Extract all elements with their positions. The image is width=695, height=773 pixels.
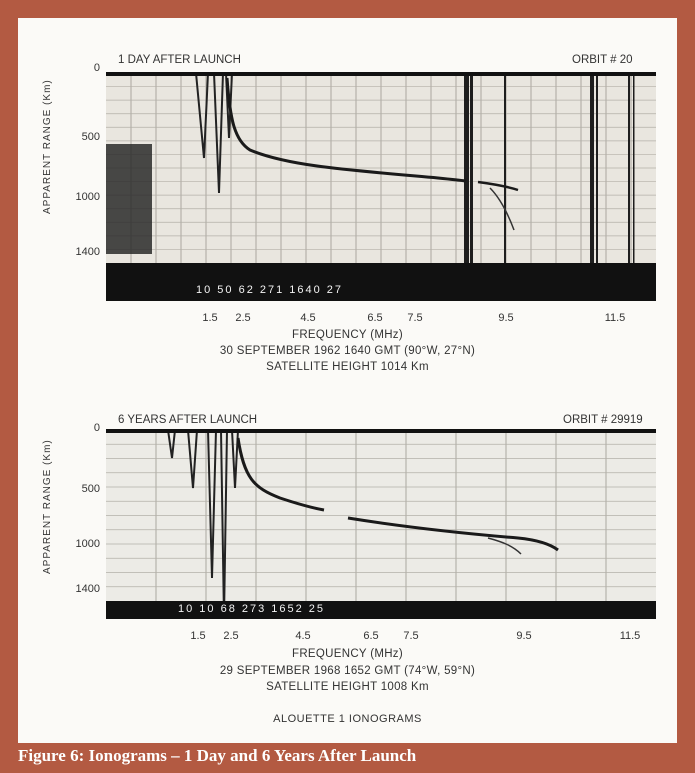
top-ytick-0: 0 (93, 62, 100, 74)
top-interference-bar (464, 73, 469, 263)
top-height-line: SATELLITE HEIGHT 1014 Km (266, 361, 429, 373)
figure-footer: ALOUETTE 1 IONOGRAMS (273, 713, 422, 725)
top-interference-bar (590, 73, 594, 263)
bottom-title-right: ORBIT # 29919 (563, 414, 643, 426)
bottom-spikes (167, 429, 239, 619)
bottom-xtick-1.5: 1.5 (190, 630, 206, 642)
top-interference-bar (628, 73, 630, 263)
bottom-timecode-strip (106, 601, 656, 619)
top-axis-bar (106, 72, 656, 76)
top-trace (225, 77, 467, 183)
figure-caption: Figure 6: Ionograms – 1 Day and 6 Years … (18, 746, 417, 765)
top-interference-bar (504, 73, 506, 263)
top-timecode-strip (106, 263, 656, 301)
top-xtick-9.5: 9.5 (498, 312, 514, 324)
bottom-ytick-0: 0 (93, 422, 100, 434)
bottom-xtick-6.5: 6.5 (363, 630, 379, 642)
top-xtick-2.5: 2.5 (235, 312, 251, 324)
bottom-ytick-1000: 1000 (75, 538, 100, 550)
top-xtick-6.5: 6.5 (367, 312, 383, 324)
bottom-xtick-9.5: 9.5 (516, 630, 532, 642)
bottom-title-left: 6 YEARS AFTER LAUNCH (118, 414, 258, 426)
top-interference-bar (633, 73, 635, 263)
bottom-trace-high (347, 516, 559, 552)
bottom-xtick-2.5: 2.5 (223, 630, 239, 642)
top-date-line: 30 SEPTEMBER 1962 1640 GMT (90°W, 27°N) (219, 345, 476, 357)
top-xtick-11.5: 11.5 (604, 312, 626, 324)
bottom-trace-low (236, 437, 325, 512)
top-ytick-500: 500 (81, 131, 100, 143)
top-timecode: 10 50 62 271 1640 27 (196, 284, 344, 296)
bottom-axis-bar (106, 429, 656, 433)
bottom-ionogram (106, 429, 656, 619)
bottom-xlabel: FREQUENCY (MHz) (292, 648, 403, 660)
bottom-trace-extra (487, 537, 522, 555)
top-ionogram (106, 72, 656, 301)
top-xtick-4.5: 4.5 (300, 312, 316, 324)
top-xlabel: FREQUENCY (MHz) (292, 329, 403, 341)
bottom-xtick-4.5: 4.5 (295, 630, 311, 642)
bottom-grid (106, 430, 656, 601)
top-title-left: 1 DAY AFTER LAUNCH (118, 54, 241, 66)
top-interference-bar (596, 73, 598, 263)
bottom-timecode: 10 10 68 273 1652 25 (178, 603, 326, 615)
top-trace-extra (489, 187, 515, 231)
top-ytick-1000: 1000 (75, 191, 100, 203)
top-ytick-1400: 1400 (75, 246, 100, 258)
bottom-height-line: SATELLITE HEIGHT 1008 Km (266, 681, 429, 693)
top-noise-block (106, 144, 152, 254)
bottom-xtick-11.5: 11.5 (619, 630, 641, 642)
top-trace-tail (477, 180, 519, 192)
top-title-right: ORBIT # 20 (572, 54, 633, 66)
top-xtick-7.5: 7.5 (407, 312, 423, 324)
top-interference-bar (470, 73, 473, 263)
figure-panel: 1 DAY AFTER LAUNCH ORBIT # 20 APPARENT R… (18, 18, 677, 743)
top-interference-bars (464, 73, 635, 263)
bottom-xtick-7.5: 7.5 (403, 630, 419, 642)
bottom-ytick-500: 500 (81, 483, 100, 495)
bottom-date-line: 29 SEPTEMBER 1968 1652 GMT (74°W, 59°N) (219, 665, 476, 677)
bottom-ytick-1400: 1400 (75, 583, 100, 595)
top-xtick-1.5: 1.5 (202, 312, 218, 324)
